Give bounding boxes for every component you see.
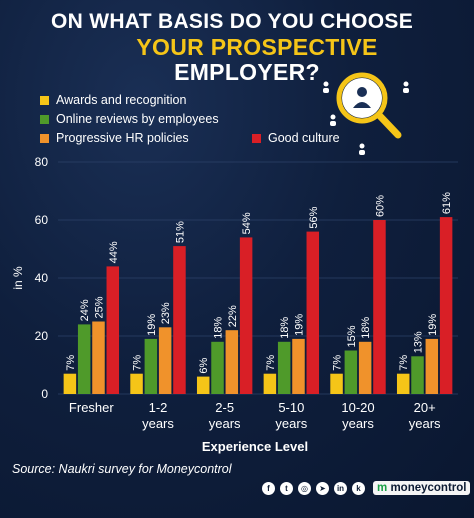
bar xyxy=(306,231,320,394)
bar xyxy=(292,338,305,394)
x-tick-label: years xyxy=(342,416,374,431)
data-label: 19% xyxy=(146,314,158,336)
data-label: 61% xyxy=(441,192,453,214)
twitter-icon[interactable]: t xyxy=(280,481,293,495)
bar xyxy=(373,220,386,394)
bar xyxy=(396,373,410,394)
bar xyxy=(92,321,105,394)
bar xyxy=(225,330,239,394)
bar xyxy=(144,338,158,394)
bar xyxy=(63,373,77,394)
data-label: 13% xyxy=(413,331,425,353)
title-line-3: EMPLOYER? xyxy=(174,59,320,85)
x-tick-label: years xyxy=(209,416,241,431)
data-label: 25% xyxy=(93,296,105,318)
legend-swatch xyxy=(40,95,49,105)
legend-swatch xyxy=(252,133,261,143)
moneycontrol-logo-text: moneycontrol xyxy=(390,482,467,494)
title-line-1: ON WHAT BASIS DO YOU CHOOSE xyxy=(50,10,413,33)
moneycontrol-logo-mark: m xyxy=(377,482,388,494)
bar xyxy=(196,376,210,394)
title-line-2: YOUR PROSPECTIVE xyxy=(136,34,378,60)
legend-label: Progressive HR policies xyxy=(56,131,189,145)
data-label: 60% xyxy=(374,195,386,217)
data-label: 44% xyxy=(108,241,120,263)
legend-item-good-culture: Good culture xyxy=(252,131,340,145)
facebook-icon[interactable]: f xyxy=(262,481,275,495)
x-tick-label: 2-5 xyxy=(215,400,234,415)
data-label: 56% xyxy=(308,206,320,228)
bar xyxy=(439,217,453,394)
legend-swatch xyxy=(40,114,49,124)
data-label: 54% xyxy=(241,212,253,234)
bar xyxy=(130,373,143,394)
y-tick-label: 0 xyxy=(41,387,48,401)
bar xyxy=(330,373,343,394)
data-label: 22% xyxy=(227,305,239,327)
x-axis-label: Experience Level xyxy=(202,439,308,454)
legend-item-hr-policies: Progressive HR policies xyxy=(40,131,189,145)
data-label: 19% xyxy=(293,314,305,336)
x-tick-label: 10-20 xyxy=(341,400,374,415)
source-note: Source: Naukri survey for Moneycontrol xyxy=(12,462,232,476)
bar xyxy=(344,350,358,394)
koo-icon[interactable]: k xyxy=(352,481,365,495)
y-axis-label: in % xyxy=(11,266,25,290)
legend-item-online-reviews: Online reviews by employees xyxy=(40,112,219,126)
data-label: 24% xyxy=(79,299,91,321)
data-label: 7% xyxy=(65,355,77,371)
x-tick-label: years xyxy=(142,416,174,431)
data-label: 23% xyxy=(160,302,172,324)
y-tick-label: 80 xyxy=(35,155,49,169)
moneycontrol-logo: m moneycontrol xyxy=(373,481,471,495)
data-label: 7% xyxy=(398,355,410,371)
telegram-icon[interactable]: ➤ xyxy=(316,481,329,495)
x-tick-label: Fresher xyxy=(69,400,114,415)
data-label: 6% xyxy=(198,357,210,373)
bar xyxy=(358,341,372,394)
x-tick-label: 5-10 xyxy=(278,400,304,415)
data-label: 19% xyxy=(427,314,439,336)
bar xyxy=(411,356,424,394)
y-tick-label: 40 xyxy=(35,271,49,285)
data-label: 15% xyxy=(346,325,358,347)
y-tick-label: 20 xyxy=(35,329,49,343)
bar xyxy=(263,373,277,394)
bar xyxy=(211,341,224,394)
magnifier-icon xyxy=(323,72,409,155)
data-label: 7% xyxy=(332,355,344,371)
bar xyxy=(173,246,186,394)
x-tick-label: 1-2 xyxy=(149,400,168,415)
linkedin-icon[interactable]: in xyxy=(334,481,347,495)
y-tick-label: 60 xyxy=(35,213,49,227)
legend-swatch xyxy=(40,133,49,143)
chart-legend: Awards and recognition Online reviews by… xyxy=(40,93,420,153)
data-label: 51% xyxy=(174,221,186,243)
data-label: 18% xyxy=(279,317,291,339)
bar xyxy=(158,327,172,394)
bar xyxy=(277,341,291,394)
data-label: 7% xyxy=(265,355,277,371)
legend-label: Good culture xyxy=(268,131,340,145)
data-label: 7% xyxy=(132,355,144,371)
legend-item-awards: Awards and recognition xyxy=(40,93,186,107)
data-label: 18% xyxy=(213,317,225,339)
legend-label: Online reviews by employees xyxy=(56,112,219,126)
x-tick-label: years xyxy=(275,416,307,431)
x-tick-label: years xyxy=(409,416,441,431)
data-label: 18% xyxy=(360,317,372,339)
bar xyxy=(425,338,439,394)
legend-label: Awards and recognition xyxy=(56,93,187,107)
magnifier-person-icon xyxy=(342,78,382,118)
bar xyxy=(77,324,91,394)
instagram-icon[interactable]: ◎ xyxy=(298,481,311,495)
bar xyxy=(106,266,120,394)
x-tick-label: 20+ xyxy=(414,400,436,415)
bar xyxy=(239,237,253,394)
social-bar: f t ◎ ➤ in k m moneycontrol xyxy=(262,481,471,495)
